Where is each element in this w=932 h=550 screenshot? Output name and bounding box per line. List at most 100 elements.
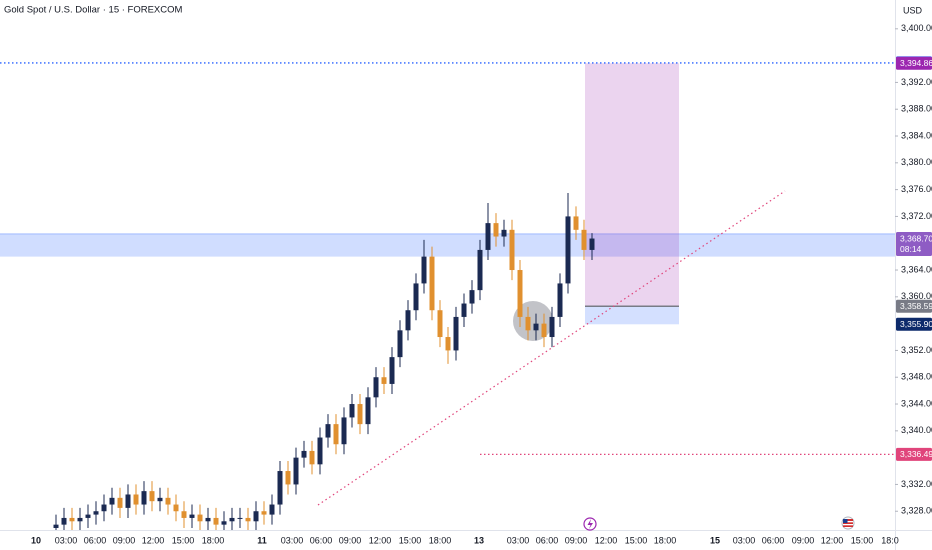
x-tick-label: 15: [710, 535, 720, 545]
price-tag: [896, 447, 932, 461]
candle-body: [493, 223, 499, 237]
candle-body: [549, 316, 555, 338]
candle-body: [349, 404, 355, 418]
candle-body: [101, 504, 107, 512]
candle-body: [461, 303, 467, 317]
candle-body: [221, 521, 227, 525]
x-tick-label: 18:00: [429, 535, 452, 545]
candle-body: [445, 337, 451, 351]
x-tick-label: 09:00: [339, 535, 362, 545]
candle-body: [437, 310, 443, 338]
x-tick-label: 12:00: [821, 535, 844, 545]
y-tick-label: 3,348.00: [901, 372, 932, 382]
candle-body: [197, 514, 203, 522]
candle-body: [173, 504, 179, 512]
candle-body: [189, 514, 195, 518]
y-tick-label: 3,364.00: [901, 264, 932, 274]
candle-body: [533, 323, 539, 331]
candle-body: [557, 283, 563, 317]
countdown-label: 08:14: [900, 244, 922, 254]
x-tick-label: 03:00: [55, 535, 78, 545]
price-tag: [896, 232, 932, 257]
price-tag-label: 3,394.86: [900, 58, 932, 68]
candle-body: [77, 517, 83, 522]
x-tick-label: 15:00: [172, 535, 195, 545]
candle-body: [389, 357, 395, 384]
candle-body: [573, 216, 579, 230]
x-tick-label: 03:00: [733, 535, 756, 545]
x-tick-label: 15:00: [851, 535, 874, 545]
candle-body: [581, 229, 587, 250]
x-tick-label: 03:00: [507, 535, 530, 545]
candle-body: [181, 511, 187, 518]
x-tick-label: 11: [257, 535, 267, 545]
x-tick-label: 15:00: [625, 535, 648, 545]
x-tick-label: 06:00: [762, 535, 785, 545]
candle-body: [269, 504, 275, 515]
candle-body: [357, 404, 363, 425]
candle-body: [109, 497, 115, 505]
candle-body: [277, 471, 283, 505]
candle-body: [517, 270, 523, 317]
candle-body: [525, 316, 531, 331]
candle-body: [245, 517, 251, 522]
candle-body: [405, 310, 411, 331]
support-zone: [0, 233, 895, 257]
price-tag: [896, 317, 932, 331]
y-tick-label: 3,332.00: [901, 479, 932, 489]
candle-body: [133, 494, 139, 505]
x-tick-label: 09:00: [792, 535, 815, 545]
candle-body: [213, 517, 219, 525]
x-tick-label: 15:00: [399, 535, 422, 545]
x-tick-label: 06:00: [84, 535, 107, 545]
y-tick-label: 3,340.00: [901, 425, 932, 435]
y-tick-label: 3,392.00: [901, 77, 932, 87]
x-tick-label: 12:00: [142, 535, 165, 545]
candle-body: [61, 517, 67, 525]
y-tick-label: 3,388.00: [901, 104, 932, 114]
price-tag-label: 3,358.59: [900, 301, 932, 311]
candle-body: [397, 330, 403, 358]
stop-area: [585, 306, 679, 325]
x-tick-label: 12:00: [595, 535, 618, 545]
candle-body: [453, 316, 459, 351]
y-tick-label: 3,372.00: [901, 211, 932, 221]
y-tick-label: 3,384.00: [901, 130, 932, 140]
candle-body: [301, 450, 307, 458]
candle-body: [477, 249, 483, 291]
candle-body: [285, 471, 291, 485]
candle-body: [125, 494, 131, 508]
y-tick-label: 3,400.00: [901, 23, 932, 33]
candle-body: [253, 511, 259, 522]
flag-icon: [841, 516, 855, 530]
candle-body: [341, 417, 347, 445]
x-tick-label: 09:00: [113, 535, 136, 545]
chart-title: Gold Spot / U.S. Dollar · 15 · FOREXCOM: [4, 5, 183, 16]
candle-body: [237, 517, 243, 519]
candle-body: [261, 511, 267, 515]
candle-body: [293, 457, 299, 485]
plot-area: [0, 62, 895, 530]
price-tag-label: 3,336.49: [900, 449, 932, 459]
candle-body: [309, 450, 315, 465]
candle-body: [589, 238, 595, 250]
price-tag: [896, 56, 932, 70]
price-tag-label: 3,368.70: [900, 233, 932, 243]
x-tick-label: 12:00: [369, 535, 392, 545]
candle-body: [157, 497, 163, 502]
y-tick-label: 3,352.00: [901, 345, 932, 355]
candle-body: [141, 491, 147, 505]
y-tick-label: 3,376.00: [901, 184, 932, 194]
x-tick-label: 03:00: [281, 535, 304, 545]
candle-body: [541, 323, 547, 338]
candle-body: [421, 256, 427, 284]
candle-body: [469, 290, 475, 304]
candle-body: [317, 437, 323, 465]
candle-body: [429, 256, 435, 311]
candle-body: [509, 229, 515, 271]
x-tick-label: 09:00: [565, 535, 588, 545]
candle-body: [365, 397, 371, 425]
x-tick-label: 18:0: [881, 535, 899, 545]
